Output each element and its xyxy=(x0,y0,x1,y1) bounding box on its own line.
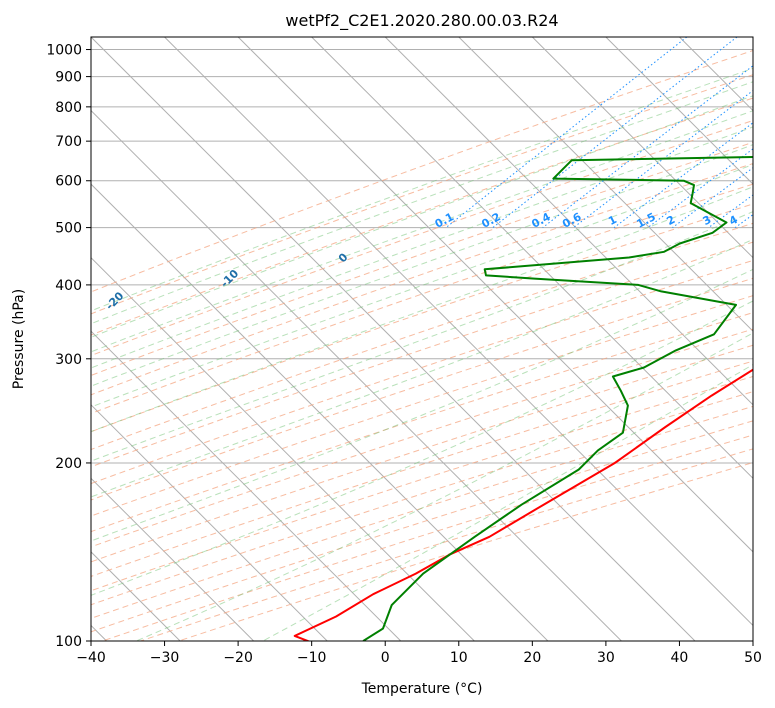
moist-adiabat-line xyxy=(91,144,753,387)
mixing-ratio-line xyxy=(445,37,688,228)
moist-adiabat-line xyxy=(262,364,753,641)
mixing-ratio-label: 2 xyxy=(664,213,677,228)
moist-adiabat-line xyxy=(136,332,753,641)
x-tick-label: 30 xyxy=(597,650,615,666)
isotherm-gridline xyxy=(531,37,753,259)
isotherm-gridline xyxy=(91,330,402,641)
dry-adiabat-line xyxy=(91,360,753,577)
mixing-ratio-label: 6 xyxy=(766,213,775,228)
isotherm-gridline xyxy=(311,37,753,480)
background-lines xyxy=(91,37,753,641)
x-tick-label: −30 xyxy=(150,650,180,666)
isotherm-gridline xyxy=(164,37,753,627)
dry-adiabat-line xyxy=(91,49,753,293)
x-tick-label: 50 xyxy=(744,650,762,666)
y-axis-label: Pressure (hPa) xyxy=(11,289,27,389)
series-layer xyxy=(293,156,753,641)
isotherm-gridline xyxy=(384,37,753,406)
dry-adiabat-line xyxy=(91,163,753,396)
isotherm-gridline xyxy=(91,37,696,641)
dry-adiabat-label: -30 xyxy=(0,314,10,337)
isotherm-gridline xyxy=(752,37,753,38)
y-tick-label: 600 xyxy=(55,174,82,190)
dry-adiabat-line xyxy=(102,434,753,641)
x-tick-label: −40 xyxy=(76,650,106,666)
dry-adiabat-line xyxy=(91,391,753,606)
x-tick-label: −10 xyxy=(297,650,327,666)
y-tick-label: 900 xyxy=(55,70,82,86)
isotherm-gridline xyxy=(237,37,753,553)
moist-adiabat-line xyxy=(91,238,753,498)
y-tick-label: 700 xyxy=(55,134,82,150)
mixing-ratio-line xyxy=(734,213,753,229)
y-tick-label: 100 xyxy=(55,634,82,650)
dry-adiabat-line xyxy=(91,141,753,377)
dry-adiabat-label: -20 xyxy=(103,289,126,312)
isotherm-gridline xyxy=(679,37,753,112)
isotherm-gridline xyxy=(91,256,475,641)
x-axis-label: Temperature (°C) xyxy=(361,681,483,697)
x-tick-label: 0 xyxy=(381,650,390,666)
isotherm-gridline xyxy=(458,37,753,332)
dry-adiabat-line xyxy=(91,312,753,533)
dry-adiabat-line xyxy=(91,203,753,433)
dry-adiabat-line xyxy=(178,462,753,641)
x-tick-label: −20 xyxy=(223,650,253,666)
moist-adiabat-line xyxy=(91,163,753,408)
x-tick-label: 10 xyxy=(450,650,468,666)
mixing-ratio-line xyxy=(613,122,753,228)
moist-adiabat-line xyxy=(91,300,753,596)
mixing-ratio-line xyxy=(542,65,753,228)
dry-adiabat-line xyxy=(91,277,753,501)
x-tick-label: 20 xyxy=(523,650,541,666)
y-tick-label: 500 xyxy=(55,221,82,237)
mixing-ratio-label: 4 xyxy=(727,213,740,228)
moist-adiabat-line xyxy=(91,268,753,542)
mixing-ratio-line xyxy=(672,167,753,229)
chart-title: wetPf2_C2E1.2020.280.00.03.R24 xyxy=(285,11,558,31)
moist-adiabat-line xyxy=(91,81,753,325)
profile-line-1 xyxy=(362,156,753,641)
dry-adiabat-line xyxy=(91,97,753,336)
isotherm-gridline xyxy=(91,109,622,641)
dry-adiabat-line xyxy=(91,375,753,592)
moist-adiabat-line xyxy=(91,95,753,338)
moist-adiabat-line xyxy=(91,186,753,433)
dry-adiabat-line xyxy=(91,344,753,563)
dry-adiabat-line xyxy=(91,222,753,451)
mixing-ratio-line xyxy=(492,37,738,228)
dry-adiabat-line xyxy=(91,183,753,415)
dry-adiabat-line xyxy=(91,74,753,315)
isotherm-gridline xyxy=(91,404,328,641)
dry-adiabat-line xyxy=(91,295,753,517)
x-tick-label: 40 xyxy=(671,650,689,666)
y-tick-label: 200 xyxy=(55,456,82,472)
isotherm-gridline xyxy=(91,551,181,641)
axis-ticks: −40 −30 −20 −10 0 10 20 30 40 50 100 200 300 400 500 60… xyxy=(46,43,762,666)
dry-adiabat-line xyxy=(91,259,753,485)
isotherm-gridline xyxy=(605,37,753,185)
dry-adiabat-line xyxy=(91,328,753,548)
y-tick-label: 300 xyxy=(55,352,82,368)
moist-adiabat-line xyxy=(91,67,753,312)
y-tick-label: 1000 xyxy=(46,43,82,59)
moist-adiabat-line xyxy=(91,211,753,462)
plot-frame xyxy=(90,36,754,642)
isotherm-gridline xyxy=(91,183,549,641)
y-tick-label: 400 xyxy=(55,278,82,294)
dry-adiabat-line xyxy=(91,241,753,468)
dry-adiabat-line xyxy=(91,120,753,357)
moist-adiabat-line xyxy=(91,110,753,353)
dry-adiabat-label: -10 xyxy=(218,267,241,290)
mixing-ratio-line xyxy=(573,89,753,228)
y-tick-label: 800 xyxy=(55,100,82,116)
